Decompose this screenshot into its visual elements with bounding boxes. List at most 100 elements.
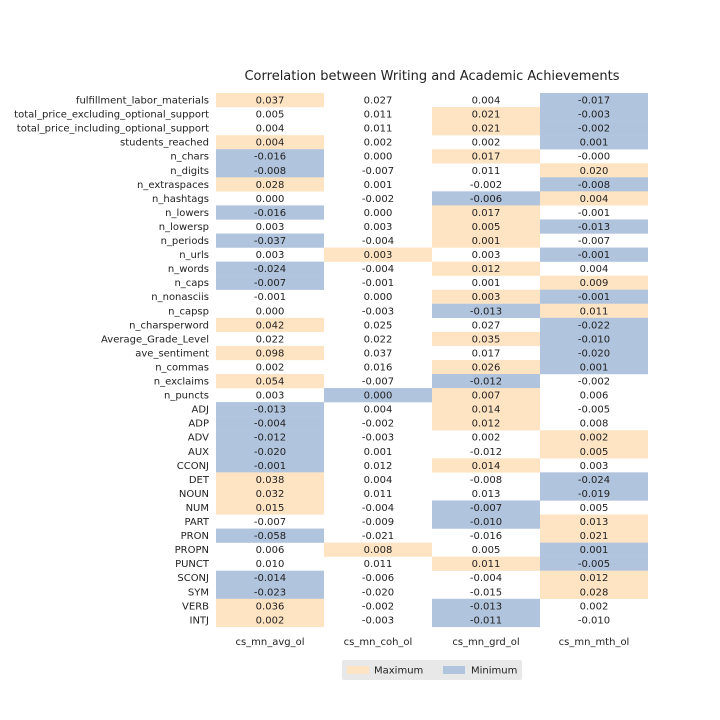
- minimum-legend-swatch: [443, 666, 465, 674]
- minimum-cell-highlight: [216, 205, 324, 220]
- row-label: n_urls: [179, 250, 209, 261]
- cell-value: 0.000: [256, 306, 285, 317]
- cell-value: -0.008: [578, 180, 610, 191]
- legend-label: Maximum: [374, 666, 423, 677]
- column-label: cs_mn_grd_ol: [452, 637, 519, 648]
- cell-value: 0.010: [256, 559, 285, 570]
- maximum-cell-highlight: [216, 135, 324, 150]
- cell-value: 0.017: [472, 152, 501, 163]
- row-label: ADP: [188, 419, 209, 430]
- cell-value: 0.035: [472, 334, 501, 345]
- minimum-cell-highlight: [216, 163, 324, 178]
- cell-value: -0.003: [362, 306, 394, 317]
- row-label: NUM: [186, 503, 209, 514]
- cell-value: -0.016: [254, 152, 286, 163]
- cell-value: -0.012: [254, 433, 286, 444]
- row-label: n_puncts: [164, 391, 209, 402]
- cell-value: 0.017: [472, 348, 501, 359]
- row-label: VERB: [182, 601, 209, 612]
- cell-value: -0.007: [362, 166, 394, 177]
- maximum-cell-highlight: [540, 163, 648, 178]
- minimum-cell-highlight: [216, 261, 324, 276]
- cell-value: -0.001: [254, 461, 286, 472]
- cell-value: -0.007: [254, 517, 286, 528]
- row-label: CCONJ: [177, 461, 209, 472]
- cell-value: 0.004: [364, 405, 393, 416]
- maximum-cell-highlight: [432, 416, 540, 431]
- cell-value: 0.006: [580, 391, 609, 402]
- minimum-cell-highlight: [540, 556, 648, 571]
- cell-value: 0.001: [580, 362, 609, 373]
- maximum-cell-highlight: [216, 472, 324, 487]
- cell-value: -0.013: [254, 405, 286, 416]
- minimum-cell-highlight: [216, 430, 324, 445]
- row-label: ADV: [188, 433, 209, 444]
- cell-value: -0.003: [362, 433, 394, 444]
- cell-value: -0.020: [362, 587, 394, 598]
- row-label: total_price_including_optional_support: [17, 124, 209, 135]
- row-label: n_charsperword: [129, 320, 209, 331]
- cell-value: -0.023: [254, 587, 286, 598]
- cell-value: -0.013: [470, 306, 502, 317]
- cell-value: 0.000: [364, 391, 393, 402]
- row-label: n_digits: [170, 166, 209, 177]
- cell-value: 0.002: [580, 601, 609, 612]
- row-label: n_periods: [161, 236, 209, 247]
- row-label: n_chars: [170, 152, 209, 163]
- cell-value: 0.008: [580, 419, 609, 430]
- cell-value: 0.003: [256, 222, 285, 233]
- cell-value: -0.001: [362, 278, 394, 289]
- cell-value: 0.017: [472, 208, 501, 219]
- maximum-cell-highlight: [216, 317, 324, 333]
- cell-value: -0.005: [578, 405, 610, 416]
- minimum-cell-highlight: [432, 500, 540, 515]
- cell-value: 0.012: [472, 264, 501, 275]
- cell-value: -0.013: [470, 601, 502, 612]
- cell-value: 0.037: [256, 96, 285, 107]
- cell-value: -0.010: [470, 517, 502, 528]
- row-label: NOUN: [179, 489, 209, 500]
- cell-value: -0.009: [362, 517, 394, 528]
- row-labels: fulfillment_labor_materials total_price_e…: [14, 96, 210, 627]
- cell-value: 0.013: [472, 489, 501, 500]
- maximum-cell-highlight: [432, 359, 540, 375]
- maximum-cell-highlight: [432, 233, 540, 248]
- cell-value: -0.013: [578, 222, 610, 233]
- cell-value: 0.004: [580, 194, 609, 205]
- minimum-cell-highlight: [216, 528, 324, 543]
- cell-value: 0.004: [364, 475, 393, 486]
- cell-value: 0.022: [256, 334, 285, 345]
- row-label: n_commas: [155, 362, 209, 373]
- cell-value: 0.021: [472, 124, 501, 135]
- maximum-cell-highlight: [216, 598, 324, 614]
- cell-value: 0.014: [472, 405, 501, 416]
- cell-value: 0.011: [472, 166, 501, 177]
- cell-value: 0.003: [256, 391, 285, 402]
- cell-value: -0.020: [578, 348, 610, 359]
- cell-value: 0.001: [580, 545, 609, 556]
- cell-value: 0.005: [580, 503, 609, 514]
- minimum-cell-highlight: [540, 486, 648, 501]
- cell-value: 0.003: [364, 250, 393, 261]
- row-label: n_lowers: [165, 208, 209, 219]
- row-label: fulfillment_labor_materials: [76, 96, 209, 107]
- minimum-cell-highlight: [540, 542, 648, 557]
- cell-value: 0.004: [256, 138, 285, 149]
- cell-value: -0.004: [362, 236, 394, 247]
- cell-value: 0.001: [580, 138, 609, 149]
- cell-value: 0.001: [472, 236, 501, 247]
- cell-value: -0.022: [578, 320, 610, 331]
- cell-value: 0.054: [256, 377, 285, 388]
- maximum-cell-highlight: [432, 261, 540, 276]
- maximum-cell-highlight: [432, 331, 540, 347]
- cell-value: 0.005: [256, 110, 285, 121]
- maximum-cell-highlight: [540, 444, 648, 459]
- row-label: n_capsp: [168, 306, 209, 317]
- minimum-cell-highlight: [216, 416, 324, 431]
- row-label: INTJ: [190, 615, 210, 626]
- maximum-cell-highlight: [540, 514, 648, 529]
- maximum-cell-highlight: [540, 303, 648, 318]
- cell-value: -0.002: [362, 419, 394, 430]
- minimum-cell-highlight: [540, 93, 648, 108]
